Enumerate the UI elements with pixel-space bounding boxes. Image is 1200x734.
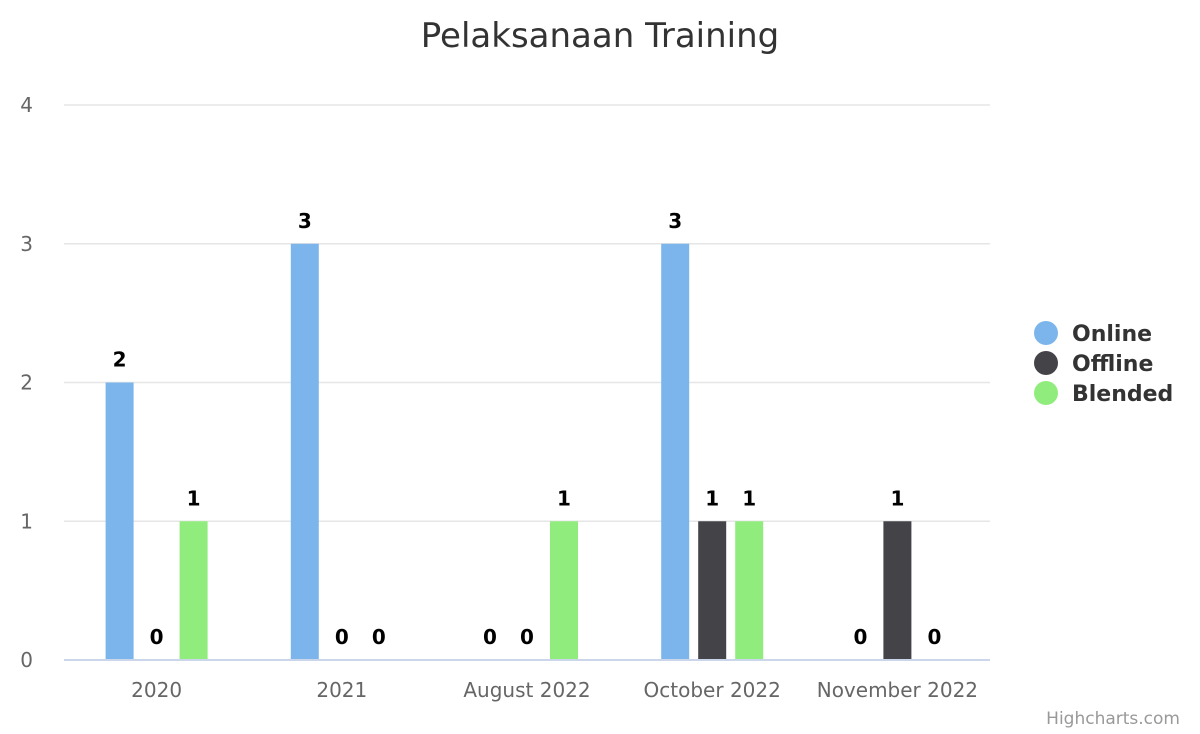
data-label: 1	[187, 486, 201, 510]
bar-online-1[interactable]	[290, 243, 319, 660]
y-tick-label: 0	[20, 648, 33, 672]
data-label: 0	[372, 625, 386, 649]
data-label: 2	[113, 348, 127, 372]
data-label: 1	[705, 486, 719, 510]
legend-symbol	[1034, 381, 1058, 405]
data-label: 0	[927, 625, 941, 649]
bar-blended-2[interactable]	[550, 521, 578, 660]
bar-online-3[interactable]	[661, 243, 690, 660]
bar-offline-3[interactable]	[698, 521, 727, 660]
x-tick-label: October 2022	[644, 678, 781, 702]
x-tick-label: November 2022	[817, 678, 978, 702]
x-tick-label: 2021	[316, 678, 367, 702]
y-tick-label: 4	[20, 93, 33, 117]
data-label: 0	[483, 625, 497, 649]
chart-title: Pelaksanaan Training	[421, 16, 779, 56]
legend-item-offline[interactable]: Offline	[1034, 351, 1153, 377]
legend-item-blended[interactable]: Blended	[1034, 381, 1173, 407]
x-tick-label: August 2022	[463, 678, 590, 702]
data-label: 0	[150, 625, 164, 649]
y-tick-label: 3	[20, 232, 33, 256]
y-tick-label: 2	[20, 371, 33, 395]
legend-label: Online	[1072, 322, 1152, 347]
data-label: 0	[335, 625, 349, 649]
x-axis-ticks: 2020 2021 August 2022 October 2022 November …	[131, 678, 978, 702]
bar-online-0[interactable]	[105, 382, 134, 661]
data-label: 1	[890, 486, 904, 510]
legend: Online Offline Blended	[1034, 321, 1173, 407]
bar-blended-3[interactable]	[735, 521, 764, 660]
data-label: 1	[557, 486, 571, 510]
x-tick-label: 2020	[131, 678, 182, 702]
bar-offline-4[interactable]	[883, 521, 912, 660]
legend-item-online[interactable]: Online	[1034, 321, 1152, 347]
data-label: 0	[520, 625, 534, 649]
y-tick-label: 1	[20, 509, 33, 533]
bar-series	[105, 243, 912, 661]
legend-symbol	[1034, 321, 1058, 345]
credits-link[interactable]: Highcharts.com	[1046, 709, 1180, 729]
data-label: 1	[742, 486, 756, 510]
y-axis-ticks: 0 1 2 3 4	[20, 93, 33, 672]
bar-blended-0[interactable]	[179, 521, 208, 660]
legend-label: Blended	[1072, 382, 1173, 407]
data-label: 0	[853, 625, 867, 649]
data-label: 3	[668, 209, 682, 233]
grid-lines	[64, 104, 990, 522]
legend-symbol	[1034, 351, 1058, 375]
legend-label: Offline	[1072, 352, 1153, 377]
data-label: 3	[298, 209, 312, 233]
